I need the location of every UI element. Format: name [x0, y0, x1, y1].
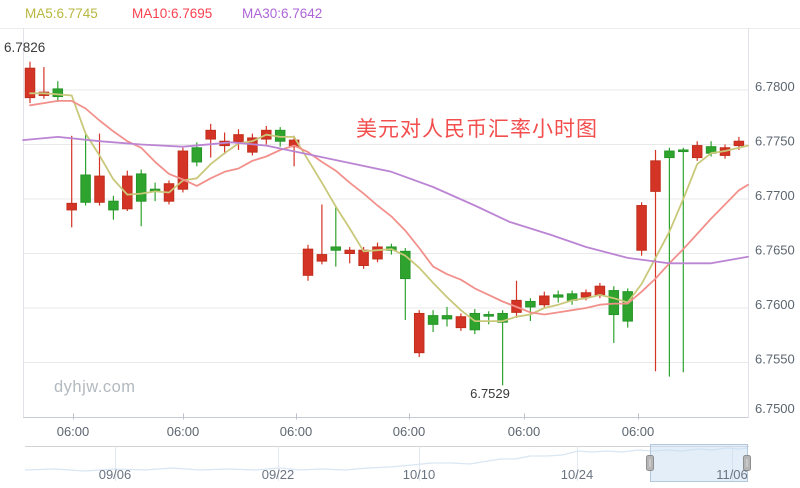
- candle-up: [594, 285, 606, 296]
- candle-down: [678, 149, 689, 153]
- candle-up: [539, 295, 550, 306]
- legend-ma10[interactable]: MA10:6.7695: [132, 6, 213, 21]
- candle-up: [344, 249, 355, 254]
- candle-up: [372, 246, 383, 260]
- navigator-date-label: 09/22: [262, 467, 295, 482]
- navigator-date-label: 10/10: [403, 467, 436, 482]
- candle-series: [24, 61, 745, 386]
- candle-down: [608, 290, 620, 316]
- candle-up: [733, 140, 745, 147]
- candle-up: [636, 205, 647, 251]
- x-axis-label: 06:00: [622, 424, 655, 439]
- candle-up: [580, 292, 592, 298]
- candle-down: [497, 312, 508, 323]
- site-watermark: dyhjw.com: [54, 378, 136, 396]
- candle-down: [52, 88, 64, 98]
- candle-down: [664, 150, 675, 159]
- candle-up: [455, 316, 467, 329]
- navigator-sparkline: [24, 447, 749, 472]
- candle-up: [66, 202, 77, 211]
- x-axis-label: 06:00: [167, 424, 200, 439]
- chart-title: 美元对人民币汇率小时图: [356, 118, 598, 141]
- legend-ma30[interactable]: MA30:6.7642: [242, 6, 323, 21]
- candle-up: [177, 150, 189, 190]
- legend-ma5[interactable]: MA5:6.7745: [25, 6, 98, 21]
- candle-down: [135, 173, 147, 202]
- x-axis-label: 06:00: [280, 424, 313, 439]
- candle-down: [80, 174, 91, 203]
- candle-up: [24, 67, 36, 99]
- candle-up: [205, 129, 216, 140]
- candle-up: [316, 254, 328, 262]
- ma30-line: [22, 135, 749, 265]
- candle-down: [191, 147, 203, 163]
- y-axis-label: 6.7500: [755, 401, 795, 416]
- x-axis-label: 06:00: [393, 424, 426, 439]
- y-axis-label: 6.7800: [755, 79, 795, 94]
- candle-up: [358, 249, 369, 266]
- y-axis-label: 6.7700: [755, 188, 795, 203]
- x-axis-label: 06:00: [57, 424, 90, 439]
- candle-down: [330, 246, 342, 251]
- candle-up: [413, 312, 425, 354]
- ma10-line: [29, 100, 749, 316]
- candle-down: [441, 315, 453, 320]
- y-axis-label: 6.7750: [755, 134, 795, 149]
- candle-down: [483, 314, 494, 317]
- navigator-date-label: 10/24: [561, 467, 594, 482]
- candle-up: [302, 248, 314, 276]
- candle-up: [691, 145, 703, 159]
- y-axis-label: 6.7650: [755, 243, 795, 258]
- candle-up: [233, 134, 244, 143]
- candle-down: [525, 300, 536, 308]
- navigator: 09/06 09/22 10/10 10/24 11/06: [24, 444, 751, 482]
- navigator-date-label: 09/06: [99, 467, 132, 482]
- navigator-date-label: 11/06: [716, 467, 748, 482]
- y-axis-label: 6.7550: [755, 352, 795, 367]
- candle-down: [108, 200, 119, 211]
- low-price-annotation: 6.7529: [470, 386, 510, 401]
- ma5-line: [29, 92, 749, 323]
- candle-down: [552, 294, 564, 298]
- candle-down: [400, 250, 411, 280]
- candle-up: [650, 160, 661, 192]
- candle-up: [94, 175, 105, 203]
- candle-down: [427, 315, 439, 325]
- high-price-annotation: 6.7826: [4, 40, 46, 55]
- candle-down: [622, 291, 633, 322]
- candle-up: [122, 175, 133, 210]
- y-axis-label: 6.7600: [755, 297, 795, 312]
- x-axis-label: 06:00: [508, 424, 541, 439]
